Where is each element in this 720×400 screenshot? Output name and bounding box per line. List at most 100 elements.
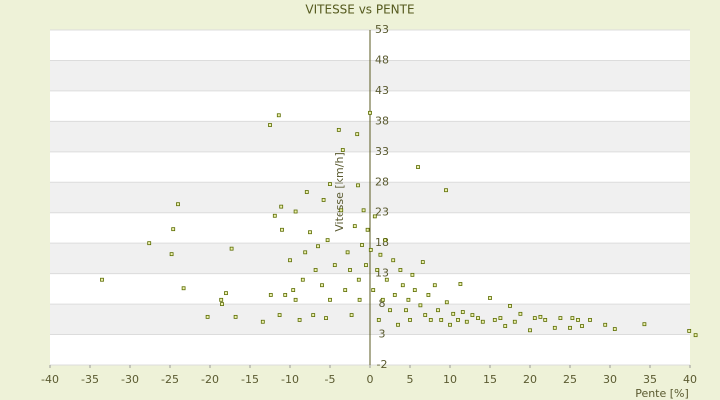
scatter-point: [360, 243, 364, 247]
x-tick-label: -20: [201, 373, 219, 386]
scatter-point: [612, 327, 617, 331]
y-tick-label: -2: [377, 358, 388, 371]
scatter-point: [580, 324, 584, 328]
scatter-point: [432, 283, 437, 288]
scatter-point: [328, 182, 332, 187]
scatter-point: [451, 311, 456, 316]
y-tick-label: 33: [375, 145, 389, 158]
y-tick-label: 48: [375, 53, 389, 66]
scatter-point: [416, 165, 420, 169]
scatter-point: [426, 293, 431, 297]
scatter-point: [343, 288, 348, 292]
scatter-point: [456, 318, 460, 322]
scatter-point: [687, 328, 692, 333]
scatter-point: [444, 188, 448, 193]
scatter-point: [220, 302, 224, 306]
scatter-point: [300, 277, 305, 282]
scatter-point: [280, 227, 284, 232]
x-tick-label: 5: [407, 373, 414, 386]
x-tick-label: -30: [121, 373, 139, 386]
scatter-point: [308, 230, 312, 235]
scatter-point: [498, 316, 503, 321]
scatter-point: [448, 322, 452, 327]
scatter-point: [313, 268, 318, 272]
scatter-point: [311, 313, 316, 317]
x-tick-label: 10: [443, 373, 457, 386]
scatter-point: [420, 260, 425, 264]
scatter-point: [375, 268, 380, 272]
scatter-point: [398, 268, 403, 272]
scatter-point: [391, 258, 396, 263]
scatter-point: [404, 308, 408, 313]
scatter-point: [357, 297, 362, 302]
scatter-point: [368, 247, 373, 252]
x-tick-label: 40: [683, 373, 697, 386]
scatter-point: [503, 324, 508, 328]
scatter-point: [303, 250, 308, 255]
y-tick-label: 38: [375, 114, 389, 127]
scatter-point: [508, 304, 512, 308]
scatter-point: [181, 286, 186, 291]
scatter-point: [268, 293, 273, 297]
y-tick-label: 53: [375, 23, 389, 36]
scatter-point: [316, 244, 320, 249]
x-tick-label: 20: [523, 373, 537, 386]
scatter-point: [464, 319, 469, 324]
scatter-point: [325, 238, 330, 243]
scatter-point: [169, 252, 174, 257]
scatter-point: [418, 303, 423, 308]
x-tick-label: 35: [643, 373, 657, 386]
scatter-point: [147, 241, 152, 246]
scatter-point: [336, 127, 341, 132]
scatter-point: [205, 314, 210, 319]
scatter-point: [356, 277, 361, 282]
scatter-point: [339, 208, 344, 213]
scatter-point: [388, 308, 392, 313]
scatter-point: [543, 318, 548, 322]
scatter-point: [558, 316, 563, 321]
scatter-point: [100, 277, 104, 282]
scatter-point: [224, 291, 228, 296]
scatter-point: [276, 113, 281, 118]
scatter-point: [576, 318, 580, 322]
scatter-point: [229, 246, 234, 251]
y-tick-label: 18: [375, 236, 389, 249]
scatter-point: [458, 282, 463, 286]
scatter-point: [410, 272, 415, 277]
scatter-point: [444, 300, 449, 305]
scatter-point: [383, 238, 388, 243]
scatter-point: [293, 209, 298, 214]
scatter-point: [470, 313, 475, 317]
scatter-point: [378, 252, 383, 257]
scatter-point: [436, 308, 440, 313]
scatter-point: [356, 183, 360, 188]
scatter-point: [396, 322, 400, 327]
scatter-point: [552, 325, 557, 330]
scatter-point: [518, 311, 523, 316]
scatter-point: [476, 316, 480, 321]
x-axis-label: Pente [%]: [635, 387, 689, 400]
scatter-point: [304, 190, 309, 194]
x-tick-label: 0: [367, 373, 374, 386]
scatter-point: [492, 318, 497, 322]
scatter-point: [288, 258, 292, 263]
scatter-point: [171, 227, 176, 232]
scatter-point: [392, 293, 397, 297]
scatter-point: [349, 313, 354, 317]
scatter-point: [297, 318, 302, 322]
y-axis-label: Vitesse [km/h]: [333, 152, 346, 232]
y-tick-label: 28: [375, 175, 389, 188]
scatter-point: [352, 224, 357, 229]
scatter-point: [268, 123, 272, 127]
x-tick-label: 15: [483, 373, 497, 386]
scatter-point: [384, 277, 389, 282]
scatter-point: [371, 288, 376, 292]
scatter-point: [324, 316, 328, 321]
scatter-point: [361, 208, 366, 213]
scatter-point: [332, 263, 337, 268]
scatter-point: [260, 319, 265, 324]
scatter-point: [428, 318, 433, 322]
scatter-point: [348, 268, 352, 272]
scatter-point: [480, 319, 485, 324]
